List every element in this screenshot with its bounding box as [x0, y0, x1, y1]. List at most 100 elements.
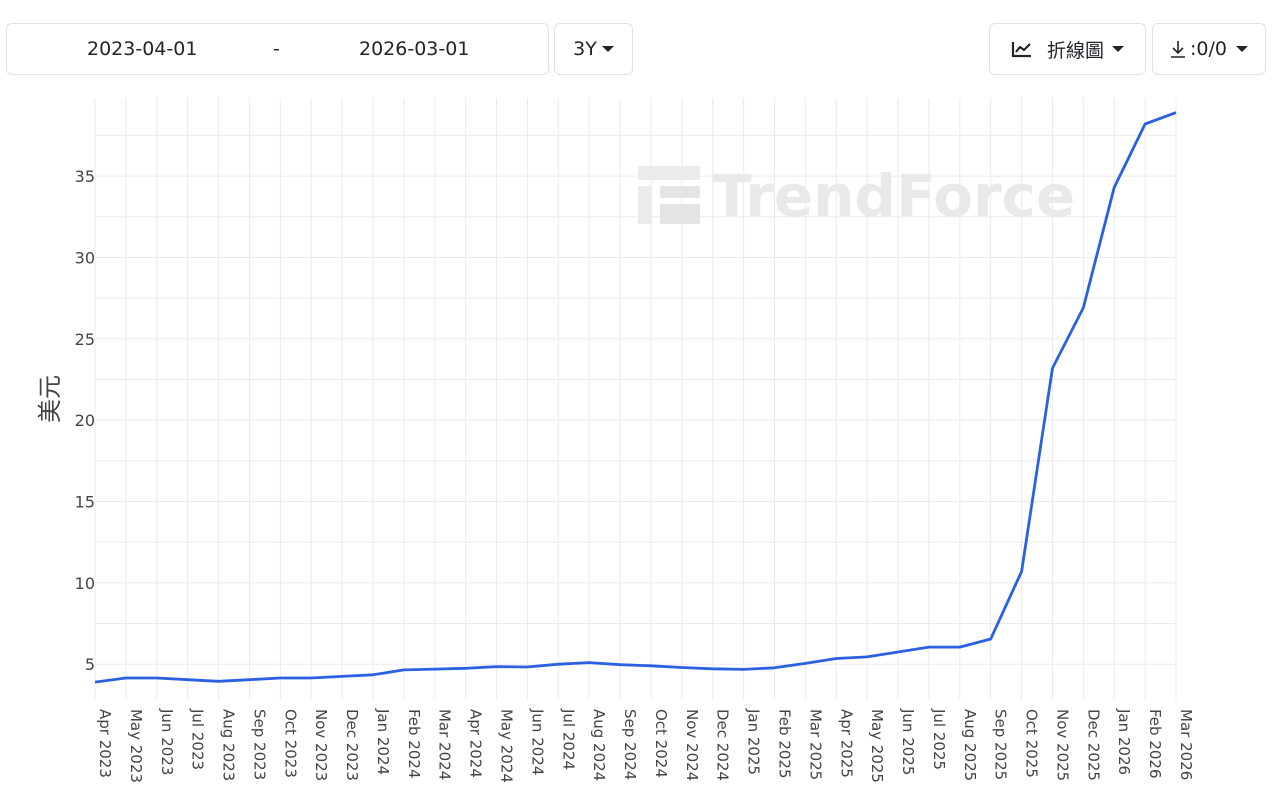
data-point[interactable] — [616, 661, 624, 669]
trendforce-logo-icon — [638, 166, 700, 224]
caret-down-icon — [1235, 46, 1248, 52]
y-tick-label: 10 — [75, 574, 95, 593]
x-tick-label: Sep 2023 — [250, 709, 268, 780]
data-point[interactable] — [369, 671, 377, 679]
x-tick-label: Sep 2024 — [621, 709, 639, 780]
x-tick-label: Jun 2024 — [528, 708, 546, 775]
data-point[interactable] — [184, 676, 192, 684]
download-label: :0/0 — [1190, 38, 1227, 60]
data-point[interactable] — [462, 664, 470, 672]
x-tick-label: Aug 2024 — [590, 709, 608, 781]
date-separator: - — [273, 38, 280, 60]
end-date[interactable]: 2026-03-01 — [359, 38, 470, 60]
start-date[interactable]: 2023-04-01 — [87, 38, 198, 60]
x-tick-label: Dec 2025 — [1084, 709, 1102, 781]
x-tick-label: Nov 2023 — [312, 709, 330, 781]
data-point[interactable] — [894, 648, 902, 656]
x-tick-label: May 2025 — [868, 709, 886, 783]
data-point[interactable] — [122, 674, 130, 682]
data-point[interactable] — [91, 678, 99, 686]
data-point[interactable] — [956, 643, 964, 651]
data-point[interactable] — [523, 663, 531, 671]
y-tick-label: 5 — [85, 655, 95, 674]
data-point[interactable] — [863, 653, 871, 661]
series — [91, 109, 1180, 686]
data-point[interactable] — [215, 677, 223, 685]
download-dropdown-button[interactable]: :0/0 — [1152, 23, 1266, 75]
data-point[interactable] — [400, 666, 408, 674]
x-tick-label: Dec 2023 — [343, 709, 361, 781]
data-point[interactable] — [1018, 567, 1026, 575]
data-point[interactable] — [647, 662, 655, 670]
x-tick-label: May 2023 — [127, 709, 145, 783]
range-label: 3Y — [573, 38, 597, 60]
data-point[interactable] — [987, 635, 995, 643]
chart-type-label: 折線圖 — [1046, 39, 1104, 62]
data-point[interactable] — [153, 674, 161, 682]
x-tick-label: Oct 2025 — [1023, 709, 1041, 778]
data-point[interactable] — [832, 655, 840, 663]
x-tick-label: Feb 2024 — [405, 709, 423, 779]
data-point[interactable] — [431, 665, 439, 673]
line-chart-icon — [1011, 42, 1031, 58]
data-point[interactable] — [678, 663, 686, 671]
y-axis-ticks: 5 10 15 20 25 30 35 — [75, 167, 95, 674]
download-icon — [1171, 41, 1185, 58]
trendforce-watermark: TrendForce — [638, 162, 1075, 230]
x-tick-label: Apr 2023 — [96, 709, 114, 778]
x-tick-label: Jan 2026 — [1115, 708, 1133, 775]
x-tick-label: Mar 2024 — [436, 709, 454, 780]
data-point[interactable] — [1110, 183, 1118, 191]
x-tick-label: Jul 2025 — [930, 708, 948, 770]
data-point[interactable] — [925, 643, 933, 651]
x-tick-label: Mar 2025 — [806, 709, 824, 780]
y-tick-label: 30 — [75, 248, 95, 267]
x-tick-label: May 2024 — [498, 709, 516, 783]
x-tick-label: Dec 2024 — [714, 709, 732, 781]
caret-down-icon — [601, 46, 614, 52]
data-point[interactable] — [1141, 120, 1149, 128]
y-tick-label: 25 — [75, 330, 95, 349]
chart-type-dropdown-button[interactable]: 折線圖 — [989, 23, 1146, 75]
data-point[interactable] — [1079, 304, 1087, 312]
x-tick-label: Jun 2023 — [158, 708, 176, 775]
y-tick-label: 35 — [75, 167, 95, 186]
x-tick-label: Aug 2025 — [961, 709, 979, 781]
watermark-text: TrendForce — [712, 162, 1075, 230]
x-tick-label: Jan 2025 — [745, 708, 763, 775]
data-point[interactable] — [307, 674, 315, 682]
data-point[interactable] — [1048, 364, 1056, 372]
x-tick-label: Oct 2023 — [281, 709, 299, 778]
grid — [94, 98, 1177, 700]
range-dropdown-button[interactable]: 3Y — [554, 23, 633, 75]
x-axis-ticks: Apr 2023 May 2023 Jun 2023 Jul 2023 Aug 2023… — [96, 708, 1195, 783]
x-tick-label: Feb 2025 — [775, 709, 793, 779]
date-range-picker[interactable]: 2023-04-01 - 2026-03-01 — [6, 23, 549, 75]
x-tick-label: Apr 2025 — [837, 709, 855, 778]
x-tick-label: Jun 2025 — [899, 708, 917, 775]
data-point[interactable] — [276, 674, 284, 682]
series-line — [94, 111, 1177, 684]
data-point[interactable] — [801, 659, 809, 667]
data-point[interactable] — [740, 665, 748, 673]
data-point[interactable] — [245, 676, 253, 684]
y-tick-label: 15 — [75, 493, 95, 512]
x-tick-label: Sep 2025 — [992, 709, 1010, 780]
x-tick-label: Jan 2024 — [374, 708, 392, 775]
y-axis-label: 美元 — [36, 375, 64, 423]
x-tick-label: Mar 2026 — [1177, 709, 1195, 780]
data-point[interactable] — [1172, 109, 1180, 117]
x-tick-label: Jul 2023 — [189, 708, 207, 770]
x-tick-label: Feb 2026 — [1146, 709, 1164, 779]
data-point[interactable] — [493, 663, 501, 671]
data-point[interactable] — [770, 664, 778, 672]
x-tick-label: Aug 2023 — [220, 709, 238, 781]
data-point[interactable] — [585, 659, 593, 667]
data-point[interactable] — [709, 665, 717, 673]
x-tick-label: Nov 2025 — [1053, 709, 1071, 781]
x-tick-label: Nov 2024 — [683, 709, 701, 781]
caret-down-icon — [1112, 46, 1124, 52]
data-point[interactable] — [338, 672, 346, 680]
data-point[interactable] — [554, 660, 562, 668]
